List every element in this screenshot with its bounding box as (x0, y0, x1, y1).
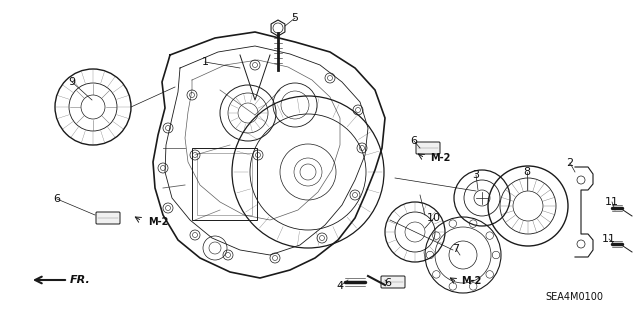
Text: FR.: FR. (70, 275, 91, 285)
Text: 11: 11 (602, 234, 616, 244)
FancyBboxPatch shape (96, 212, 120, 224)
Text: M-2: M-2 (148, 217, 168, 227)
Text: 6: 6 (54, 194, 61, 204)
Text: M-2: M-2 (461, 276, 481, 286)
Text: 1: 1 (202, 57, 209, 67)
Text: 4: 4 (337, 281, 344, 291)
Bar (197, 153, 252, 215)
FancyBboxPatch shape (416, 142, 440, 154)
Text: 8: 8 (524, 167, 531, 177)
FancyBboxPatch shape (381, 276, 405, 288)
Text: 6: 6 (385, 278, 392, 288)
Text: 2: 2 (566, 158, 573, 168)
Text: 5: 5 (291, 13, 298, 23)
Text: SEA4M0100: SEA4M0100 (545, 292, 603, 302)
Text: 11: 11 (605, 197, 619, 207)
Text: M-2: M-2 (430, 153, 451, 163)
Text: 3: 3 (472, 170, 479, 180)
Text: 6: 6 (410, 136, 417, 146)
Text: 7: 7 (452, 244, 460, 254)
Text: 10: 10 (427, 213, 441, 223)
Bar (192, 148, 257, 220)
Text: 9: 9 (68, 77, 76, 87)
